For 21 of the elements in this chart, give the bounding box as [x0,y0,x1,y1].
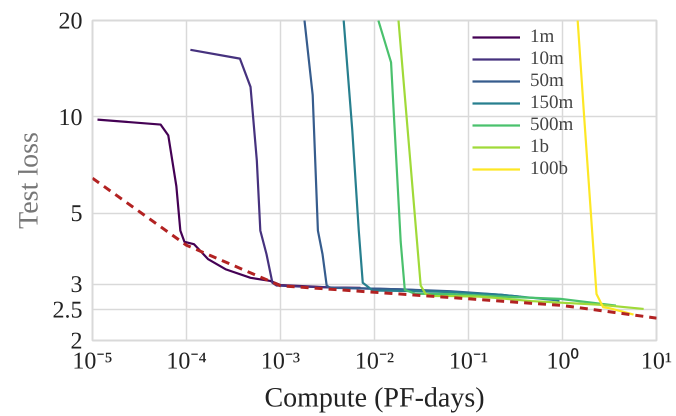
legend-label: 10m [530,48,564,70]
legend-label: 50m [530,70,564,92]
legend-label: 100b [530,158,568,180]
x-tick-label: 10⁻² [354,348,394,374]
x-tick-label: 10¹ [640,348,672,374]
x-axis-title: Compute (PF-days) [264,382,485,414]
y-tick-label: 10 [58,104,82,131]
x-tick-label: 10⁰ [546,348,578,374]
legend-label: 500m [530,114,574,136]
legend-label: 150m [530,92,574,114]
y-axis-title: Test loss [14,132,44,229]
y-tick-label: 5 [70,201,82,228]
x-tick-label: 10⁻⁴ [166,348,207,374]
y-tick-label: 3 [70,272,82,298]
x-tick-label: 10⁻¹ [448,348,488,374]
legend-label: 1b [530,136,550,158]
legend-label: 1m [530,26,554,48]
x-tick-label: 10⁻⁵ [72,348,113,374]
x-tick-label: 10⁻³ [260,348,300,374]
y-tick-label: 20 [58,8,82,34]
y-tick-label: 2.5 [52,297,82,324]
